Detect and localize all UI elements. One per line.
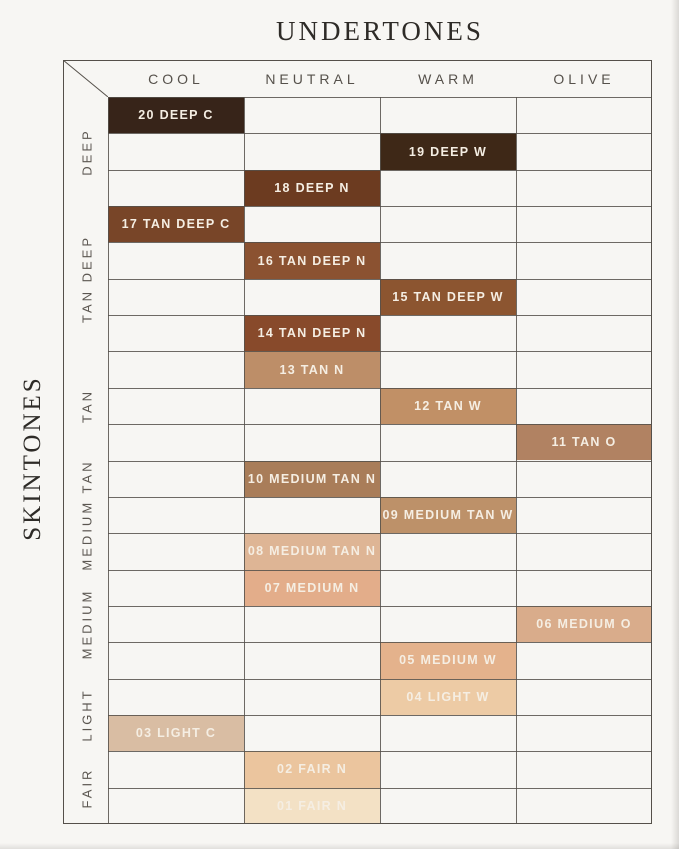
shade-cell: 10 MEDIUM TAN N	[244, 460, 380, 497]
shade-cell-label: 19 DEEP W	[408, 144, 488, 159]
shade-cell-label: 08 MEDIUM TAN N	[247, 544, 377, 559]
shade-cell-label: 12 TAN W	[414, 398, 482, 413]
group-label-medium-tan: MEDIUM TAN	[79, 459, 94, 571]
shade-cell: 08 MEDIUM TAN N	[244, 533, 380, 570]
grid-column-line	[516, 97, 517, 824]
shade-cell: 02 FAIR N	[244, 751, 380, 788]
shade-cell: 12 TAN W	[380, 387, 516, 425]
side-axis-title: SKINTONES	[19, 375, 46, 541]
chart-title: UNDERTONES	[276, 16, 484, 46]
shade-cell: 11 TAN O	[516, 424, 652, 461]
shade-cell-label: 13 TAN N	[279, 362, 345, 377]
shade-cell: 06 MEDIUM O	[516, 605, 652, 643]
group-label-deep: DEEP	[79, 127, 94, 176]
shade-cell-label: 09 MEDIUM TAN W	[382, 508, 514, 523]
shade-cell-label: 18 DEEP N	[274, 180, 350, 195]
column-header-cool: COOL	[148, 70, 204, 87]
shade-cell-label: 14 TAN DEEP N	[257, 326, 367, 341]
grid-column-line	[380, 97, 381, 824]
shade-cell: 16 TAN DEEP N	[244, 242, 380, 279]
column-header-neutral: NEUTRAL	[265, 70, 359, 87]
shade-cell-label: 01 FAIR N	[276, 798, 348, 813]
shade-cell-label: 05 MEDIUM W	[399, 653, 497, 668]
shade-cell-label: 10 MEDIUM TAN N	[247, 471, 377, 486]
shade-cell: 17 TAN DEEP C	[108, 206, 244, 243]
shade-cell: 07 MEDIUM N	[244, 569, 380, 606]
group-label-medium: MEDIUM	[79, 588, 94, 660]
group-label-light: LIGHT	[79, 688, 94, 742]
shade-cell: 01 FAIR N	[244, 787, 380, 824]
shade-cell-label: 17 TAN DEEP C	[121, 217, 231, 232]
group-label-tan-deep: TAN DEEP	[79, 234, 94, 323]
shade-cell-label: 06 MEDIUM O	[536, 617, 632, 632]
shade-cell-label: 07 MEDIUM N	[264, 580, 360, 595]
shade-cell-label: 15 TAN DEEP W	[392, 289, 504, 304]
shade-cell: 03 LIGHT C	[108, 714, 244, 752]
shade-cell: 15 TAN DEEP W	[380, 278, 516, 316]
shade-cell-label: 11 TAN O	[551, 435, 617, 450]
shade-cell: 13 TAN N	[244, 351, 380, 388]
shade-cell: 19 DEEP W	[380, 133, 516, 170]
shade-cell-label: 04 LIGHT W	[406, 689, 490, 704]
shade-cell: 09 MEDIUM TAN W	[380, 496, 516, 534]
shade-cell: 14 TAN DEEP N	[244, 315, 380, 352]
shade-cell-label: 16 TAN DEEP N	[257, 253, 367, 268]
right-edge-shading	[671, 0, 679, 849]
grid-column-line	[244, 97, 245, 824]
bottom-edge-shading	[0, 843, 679, 849]
shade-cell: 18 DEEP N	[244, 169, 380, 207]
group-label-tan: TAN	[79, 388, 94, 423]
table-outer-border	[63, 60, 652, 824]
shade-cell: 05 MEDIUM W	[380, 642, 516, 679]
column-header-olive: OLIVE	[553, 70, 615, 87]
group-label-fair: FAIR	[79, 767, 94, 809]
shade-cell: 20 DEEP C	[108, 97, 244, 134]
shade-cell: 04 LIGHT W	[380, 678, 516, 715]
shade-cell-label: 20 DEEP C	[138, 108, 214, 123]
shade-cell-label: 03 LIGHT C	[135, 726, 217, 741]
column-header-warm: WARM	[418, 70, 478, 87]
shade-cell-label: 02 FAIR N	[276, 762, 348, 777]
